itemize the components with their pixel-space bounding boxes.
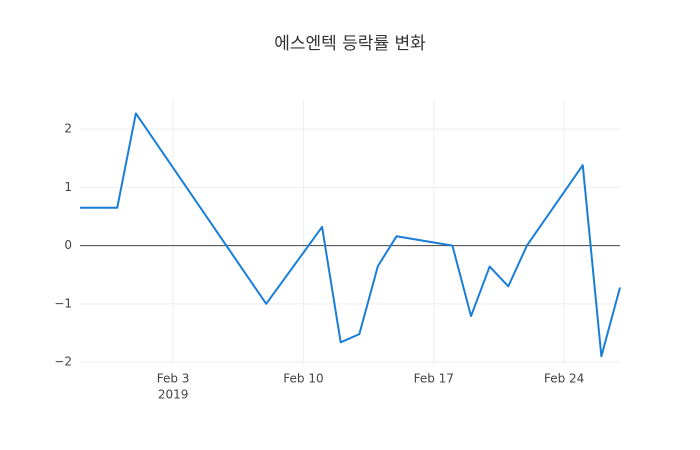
x-tick-label: Feb 17 (414, 372, 454, 386)
line (80, 112, 621, 358)
y-tick-label: −1 (54, 296, 72, 310)
x-tick-label: Feb 24 (544, 372, 584, 386)
x-tick-year: 2019 (158, 388, 189, 402)
y-tick-label: −2 (54, 355, 72, 369)
x-tick-label: Feb 10 (283, 372, 323, 386)
chart-title: 에스엔텍 등락률 변화 (274, 34, 426, 54)
y-tick-label: 1 (64, 180, 72, 194)
y-tick-label: 0 (64, 238, 72, 252)
y-tick-label: 2 (64, 122, 72, 136)
x-tick-label: Feb 3 (157, 372, 190, 386)
